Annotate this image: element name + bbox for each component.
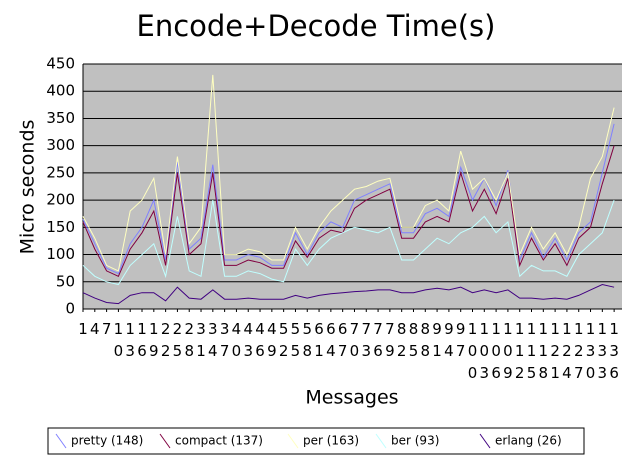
x-tick-label: 28 bbox=[180, 320, 198, 364]
x-tick-label: 70 bbox=[345, 320, 363, 364]
legend-label: ber (93) bbox=[391, 434, 439, 448]
legend-box bbox=[47, 427, 585, 455]
x-tick-label: 76 bbox=[369, 320, 387, 364]
x-tick-label: 13 bbox=[121, 320, 139, 364]
legend-swatch bbox=[55, 433, 67, 449]
x-tick-label: 34 bbox=[204, 320, 222, 364]
x-tick-label: 103 bbox=[475, 320, 493, 386]
legend-swatch bbox=[287, 433, 299, 449]
x-tick-label: 10 bbox=[109, 320, 127, 364]
y-tick-label: 250 bbox=[46, 163, 75, 181]
series-line bbox=[82, 145, 615, 277]
x-tick-label: 1 bbox=[74, 320, 92, 342]
x-tick-label: 73 bbox=[357, 320, 375, 364]
x-tick-label: 94 bbox=[440, 320, 458, 364]
series-line bbox=[82, 199, 615, 286]
y-axis-label: Micro seconds bbox=[17, 120, 39, 255]
x-tick-label: 109 bbox=[499, 320, 517, 386]
legend-swatch bbox=[159, 433, 171, 449]
x-tick-label: 4 bbox=[86, 320, 104, 342]
y-tick-label: 450 bbox=[46, 55, 75, 73]
y-tick-label: 50 bbox=[56, 272, 75, 290]
x-tick-label: 136 bbox=[605, 320, 623, 386]
legend-label: erlang (26) bbox=[495, 434, 562, 448]
x-tick-label: 16 bbox=[133, 320, 151, 364]
x-tick-label: 112 bbox=[511, 320, 529, 386]
y-tick-label: 300 bbox=[46, 136, 75, 154]
chart-title: Encode+Decode Time(s) bbox=[137, 9, 496, 43]
legend-label: pretty (148) bbox=[71, 434, 143, 448]
legend-label: compact (137) bbox=[175, 434, 263, 448]
x-tick-label: 52 bbox=[275, 320, 293, 364]
y-tick-label: 400 bbox=[46, 82, 75, 100]
x-tick-label: 7 bbox=[98, 320, 116, 342]
x-tick-label: 133 bbox=[593, 320, 611, 386]
x-tick-label: 121 bbox=[546, 320, 564, 386]
x-tick-label: 118 bbox=[534, 320, 552, 386]
legend-label: per (163) bbox=[303, 434, 359, 448]
x-tick-label: 127 bbox=[570, 320, 588, 386]
y-tick-label: 200 bbox=[46, 191, 75, 209]
x-tick-label: 37 bbox=[216, 320, 234, 364]
legend-swatch bbox=[375, 433, 387, 449]
x-tick-label: 43 bbox=[239, 320, 257, 364]
x-tick-label: 40 bbox=[227, 320, 245, 364]
x-tick-label: 130 bbox=[582, 320, 600, 386]
x-tick-label: 67 bbox=[334, 320, 352, 364]
x-tick-label: 124 bbox=[558, 320, 576, 386]
x-tick-label: 91 bbox=[428, 320, 446, 364]
x-tick-label: 58 bbox=[298, 320, 316, 364]
plot-area bbox=[83, 64, 622, 309]
x-tick-label: 46 bbox=[251, 320, 269, 364]
x-tick-label: 82 bbox=[393, 320, 411, 364]
x-tick-label: 100 bbox=[463, 320, 481, 386]
y-tick-label: 0 bbox=[65, 300, 75, 318]
series-line bbox=[82, 74, 615, 272]
x-tick-label: 88 bbox=[416, 320, 434, 364]
y-tick-label: 150 bbox=[46, 218, 75, 236]
y-tick-label: 100 bbox=[46, 245, 75, 263]
x-tick-label: 25 bbox=[168, 320, 186, 364]
x-tick-label: 22 bbox=[157, 320, 175, 364]
x-tick-label: 49 bbox=[263, 320, 281, 364]
series-line bbox=[82, 283, 615, 305]
x-tick-label: 19 bbox=[145, 320, 163, 364]
x-axis-label: Messages bbox=[305, 387, 398, 409]
x-tick-label: 97 bbox=[452, 320, 470, 364]
x-tick-label: 115 bbox=[523, 320, 541, 386]
y-tick-label: 350 bbox=[46, 109, 75, 127]
x-tick-label: 31 bbox=[192, 320, 210, 364]
x-tick-label: 64 bbox=[322, 320, 340, 364]
x-tick-label: 55 bbox=[286, 320, 304, 364]
x-tick-label: 85 bbox=[404, 320, 422, 364]
x-tick-label: 61 bbox=[310, 320, 328, 364]
legend-swatch bbox=[479, 433, 491, 449]
x-tick-label: 106 bbox=[487, 320, 505, 386]
series-line bbox=[82, 123, 615, 275]
x-tick-label: 79 bbox=[381, 320, 399, 364]
